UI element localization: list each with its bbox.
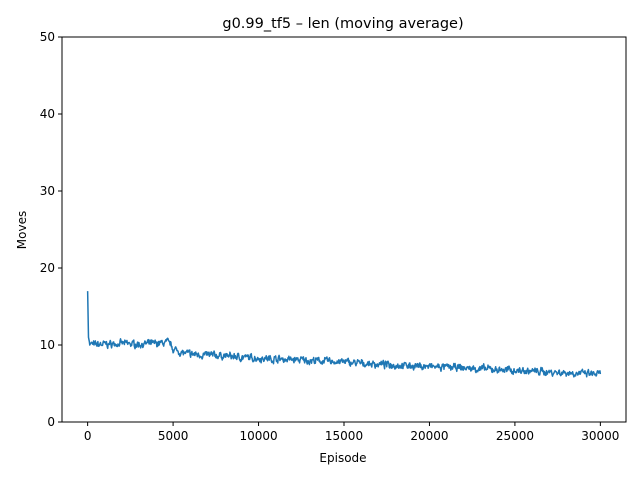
x-tick-label: 5000	[158, 429, 189, 443]
x-axis-ticks: 0 5000 10000 15000 20000 25000 30000	[84, 422, 619, 443]
y-tick-label: 30	[40, 184, 55, 198]
plot-frame	[61, 36, 627, 423]
chart-title: g0.99_tf5 – len (moving average)	[222, 16, 463, 32]
x-axis-label: Episode	[319, 451, 366, 465]
x-tick-label: 15000	[325, 429, 363, 443]
y-axis-ticks: 0 10 20 30 40 50	[40, 30, 62, 429]
x-tick-label: 20000	[410, 429, 448, 443]
y-tick-label: 0	[47, 415, 55, 429]
y-tick-label: 40	[40, 107, 55, 121]
series-layer	[86, 291, 602, 378]
series-line	[86, 291, 602, 378]
x-tick-label: 30000	[581, 429, 619, 443]
x-tick-label: 25000	[496, 429, 534, 443]
x-tick-label: 10000	[239, 429, 277, 443]
y-axis-label: Moves	[15, 211, 29, 249]
y-tick-label: 10	[40, 338, 55, 352]
y-tick-label: 50	[40, 30, 55, 44]
x-tick-label: 0	[84, 429, 92, 443]
y-tick-label: 20	[40, 261, 55, 275]
